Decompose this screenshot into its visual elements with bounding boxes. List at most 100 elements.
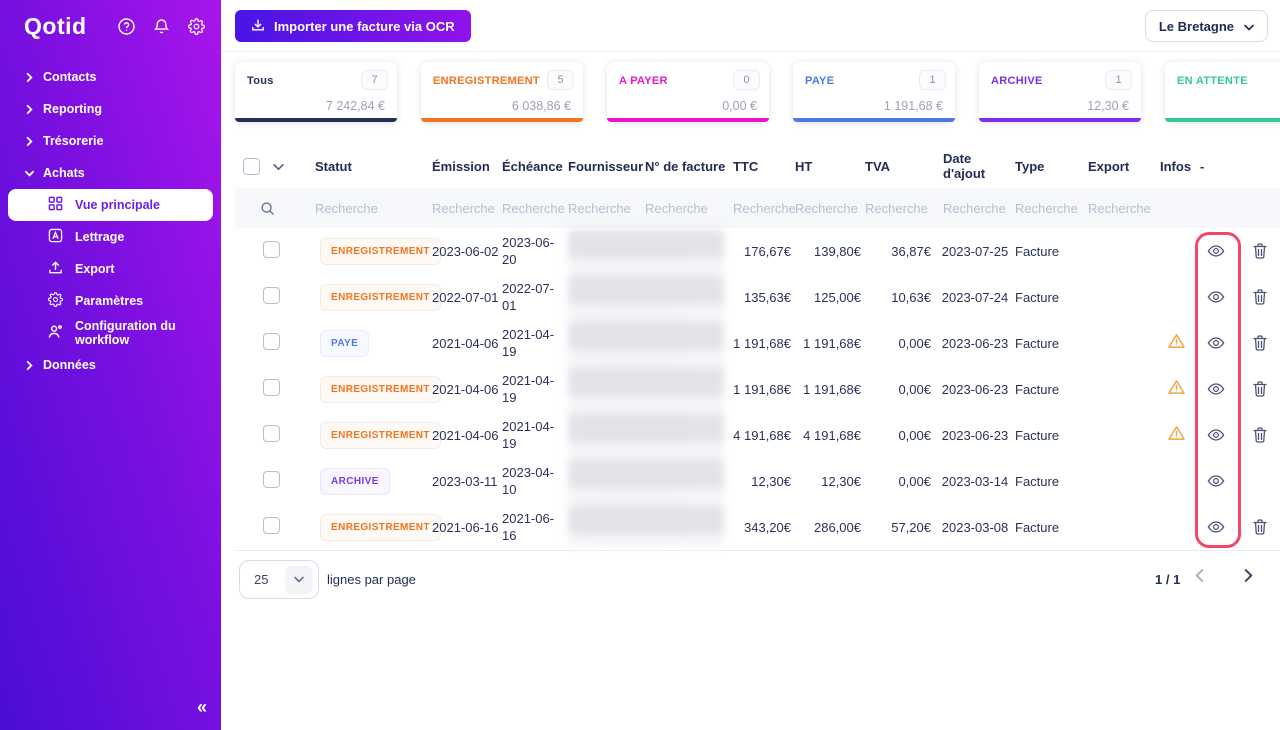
filter-card[interactable]: ARCHIVE 1 12,30 € [979,62,1141,122]
filter-card[interactable]: Tous 7 7 242,84 € [235,62,397,122]
search-input-ttc[interactable]: Recherche [733,200,796,216]
row-checkbox[interactable] [263,378,280,396]
delete-trash-icon[interactable] [1251,517,1269,537]
chevron-down-icon[interactable] [273,159,284,174]
letter-a-icon [48,228,63,246]
import-ocr-button[interactable]: Importer une facture via OCR [235,10,471,42]
row-checkbox[interactable] [263,240,280,258]
search-input-tva[interactable]: Recherche [865,200,928,216]
sidebar-item-achats[interactable]: Achats [0,157,221,189]
view-invoice-eye-icon[interactable] [1205,334,1227,352]
ttc-amount: 176,67€ [744,243,791,259]
filter-card[interactable]: EN ATTENTE [1165,62,1280,122]
ht-amount: 1 191,68€ [803,335,861,351]
filter-card[interactable]: PAYE 1 1 191,68 € [793,62,955,122]
sidebar-item-export[interactable]: Export [0,253,221,285]
sidebar-item-configuration-workflow[interactable]: Configuration du workflow [0,317,221,349]
column-header-emission[interactable]: Émission [432,158,490,174]
settings-gear-icon[interactable] [188,17,205,35]
column-header-export[interactable]: Export [1088,158,1130,174]
echeance-date: 2023-04-10 [502,465,555,497]
view-invoice-eye-icon[interactable] [1205,242,1227,260]
date-ajout: 2023-03-14 [941,473,1009,489]
column-header-ttc[interactable]: TTC [733,158,759,174]
download-icon [251,18,265,35]
redacted-supplier-area [568,230,724,546]
sidebar-item-vue-principale[interactable]: Vue principale [8,189,213,221]
search-input-echeance[interactable]: Recherche [502,200,565,216]
date-ajout: 2023-07-25 [941,243,1009,259]
table-row: ARCHIVE 2023-03-11 2023-04-10 12,30€ 12,… [235,458,1280,504]
table-row: ENREGISTREMENT 2023-06-02 2023-06-20 176… [235,228,1280,274]
filter-label: Tous [247,75,274,87]
row-checkbox[interactable] [263,470,280,488]
column-header-type[interactable]: Type [1015,158,1045,174]
sidebar-collapse-icon[interactable]: « [196,697,207,717]
sidebar-item-tresorerie[interactable]: Trésorerie [0,125,221,157]
row-checkbox[interactable] [263,516,280,534]
sidebar-item-donnees[interactable]: Données [0,349,221,381]
sidebar-item-parametres[interactable]: Paramètres [0,285,221,317]
table-header-row: Statut Émission Échéance Fournisseur N° … [235,144,1280,188]
search-input-export[interactable]: Recherche [1088,200,1151,216]
sidebar-item-lettrage[interactable]: Lettrage [0,221,221,253]
search-input-statut[interactable]: Recherche [315,200,378,216]
search-icon [235,201,315,216]
search-input-fournisseur[interactable]: Recherche [568,200,631,216]
date-ajout: 2023-03-08 [941,519,1009,535]
help-icon[interactable] [118,17,135,35]
delete-trash-icon[interactable] [1251,287,1269,307]
view-invoice-eye-icon[interactable] [1205,426,1227,444]
search-input-type[interactable]: Recherche [1015,200,1078,216]
filter-accent-bar [979,118,1141,122]
search-input-ht[interactable]: Recherche [795,200,858,216]
view-invoice-eye-icon[interactable] [1205,288,1227,306]
rows-per-page-select[interactable]: 25 [239,560,319,599]
date-ajout: 2023-06-23 [941,427,1009,443]
delete-trash-icon[interactable] [1251,333,1269,353]
filter-label: PAYE [805,75,835,87]
column-header-fournisseur[interactable]: Fournisseur [568,158,644,174]
column-header-dash[interactable]: - [1200,158,1205,174]
status-badge: ENREGISTREMENT [320,237,441,265]
filter-card[interactable]: ENREGISTREMENT 5 6 038,86 € [421,62,583,122]
filter-count-badge: 5 [547,70,574,90]
type-cell: Facture [1015,243,1060,259]
ttc-amount: 1 191,68€ [733,381,791,397]
view-invoice-eye-icon[interactable] [1205,472,1227,490]
search-input-date-ajout[interactable]: Recherche [943,200,1006,216]
select-all-checkbox[interactable] [243,157,260,175]
notifications-bell-icon[interactable] [153,18,170,35]
column-header-echeance[interactable]: Échéance [502,158,563,174]
sidebar-item-reporting[interactable]: Reporting [0,93,221,125]
search-input-emission[interactable]: Recherche [432,200,495,216]
row-checkbox[interactable] [263,286,280,304]
column-header-numero-facture[interactable]: N° de facture [645,158,726,174]
column-header-infos[interactable]: Infos [1160,158,1192,174]
previous-page-chevron-icon[interactable] [1193,567,1206,584]
upload-icon [48,260,63,278]
filter-count-badge: 7 [361,70,388,90]
filter-card[interactable]: A PAYER 0 0,00 € [607,62,769,122]
column-header-tva[interactable]: TVA [865,158,891,174]
status-badge: ENREGISTREMENT [320,513,441,541]
app-logo: Qotid [24,12,87,39]
row-checkbox[interactable] [263,332,280,350]
delete-trash-icon[interactable] [1251,241,1269,261]
sidebar-item-contacts[interactable]: Contacts [0,61,221,93]
column-header-ht[interactable]: HT [795,158,813,174]
column-header-date-ajout[interactable]: Date d'ajout [943,151,986,181]
next-page-chevron-icon[interactable] [1242,567,1255,584]
view-invoice-eye-icon[interactable] [1205,380,1227,398]
status-filter-cards: Tous 7 7 242,84 € ENREGISTREMENT 5 6 038… [235,62,1280,122]
status-badge: ENREGISTREMENT [320,375,441,403]
table-row: PAYE 2021-04-06 2021-04-19 1 191,68€ 1 1… [235,320,1280,366]
delete-trash-icon[interactable] [1251,425,1269,445]
view-invoice-eye-icon[interactable] [1205,518,1227,536]
row-checkbox[interactable] [263,424,280,442]
search-input-numero-facture[interactable]: Recherche [645,200,708,216]
date-ajout: 2023-07-24 [941,289,1009,305]
column-header-statut[interactable]: Statut [315,158,352,174]
delete-trash-icon[interactable] [1251,379,1269,399]
organization-selector[interactable]: Le Bretagne [1144,10,1268,42]
